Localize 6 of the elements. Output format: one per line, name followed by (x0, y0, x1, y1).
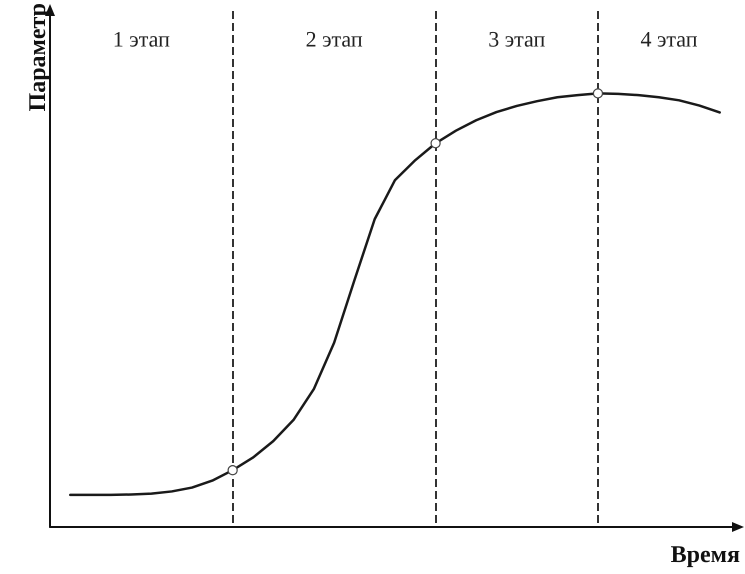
x-axis-title: Время (670, 542, 740, 568)
text: 2 этап (306, 26, 363, 52)
y-axis-title: Параметр (25, 3, 51, 112)
text: 4 этап (640, 26, 698, 52)
text: 3 этап (488, 26, 546, 52)
text: 1 этап (112, 26, 170, 52)
